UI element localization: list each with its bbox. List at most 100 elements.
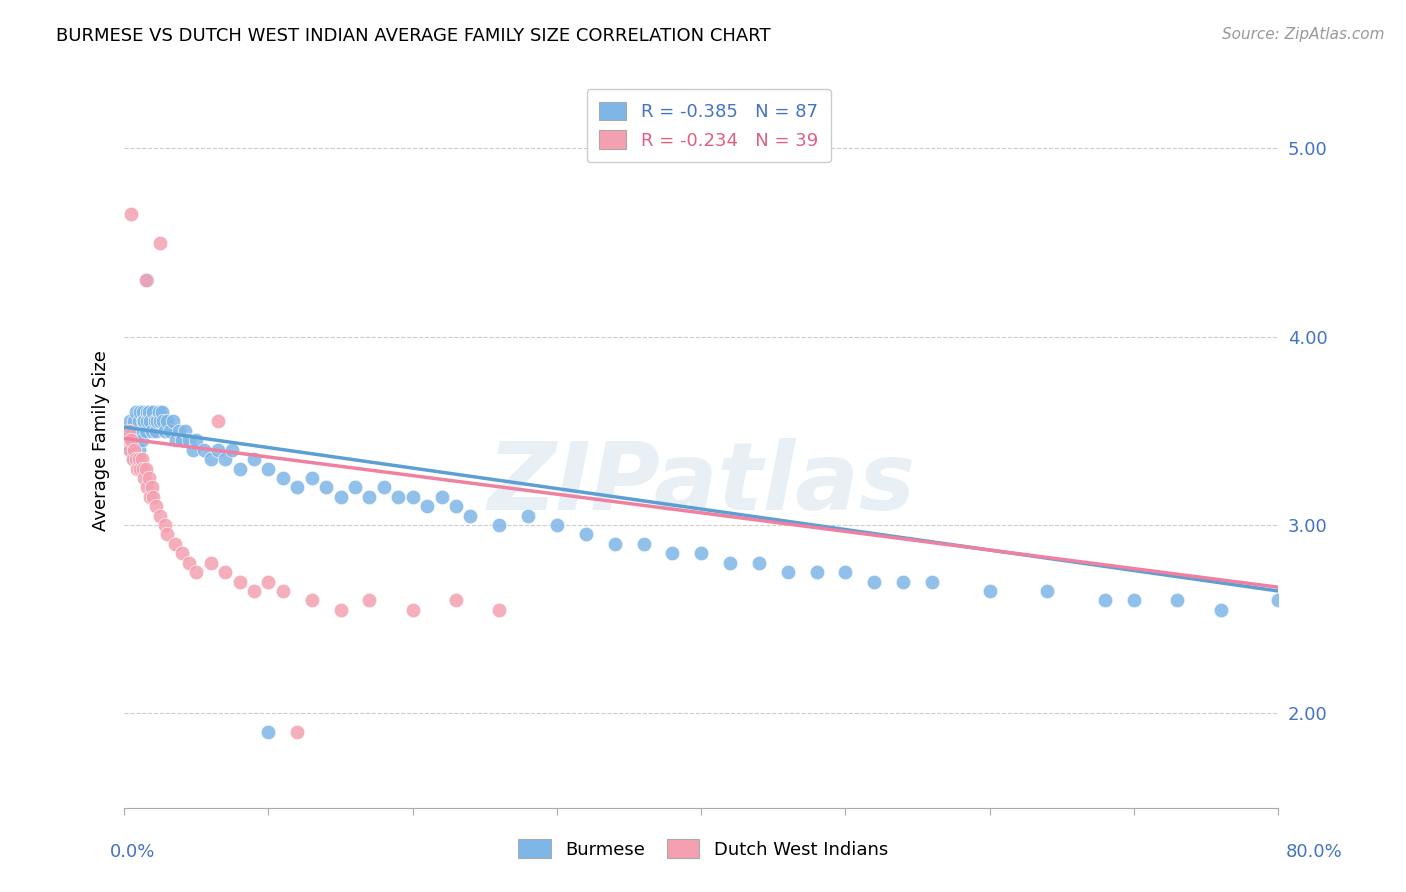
Point xyxy=(125,405,148,419)
Point xyxy=(135,273,157,287)
Point xyxy=(173,424,195,438)
Point xyxy=(134,471,156,485)
Point xyxy=(1123,593,1146,607)
Point xyxy=(131,452,153,467)
Point xyxy=(179,556,201,570)
Point xyxy=(141,424,163,438)
Point xyxy=(488,603,510,617)
Point xyxy=(257,574,280,589)
Point xyxy=(136,273,159,287)
Point xyxy=(115,434,138,448)
Point xyxy=(122,424,145,438)
Point xyxy=(402,490,425,504)
Point xyxy=(122,452,145,467)
Point xyxy=(115,424,138,438)
Point xyxy=(285,480,308,494)
Point xyxy=(979,584,1001,599)
Point xyxy=(131,434,153,448)
Point xyxy=(1094,593,1116,607)
Point xyxy=(271,584,294,599)
Point xyxy=(136,414,159,428)
Point xyxy=(221,442,243,457)
Point xyxy=(546,518,568,533)
Point xyxy=(132,461,155,475)
Point xyxy=(165,434,187,448)
Point xyxy=(146,414,169,428)
Point xyxy=(132,414,155,428)
Point xyxy=(120,434,142,448)
Point xyxy=(159,424,181,438)
Point xyxy=(145,500,167,514)
Point xyxy=(127,424,149,438)
Point xyxy=(162,414,184,428)
Point xyxy=(257,461,280,475)
Point xyxy=(129,405,152,419)
Point xyxy=(125,452,148,467)
Point xyxy=(128,452,150,467)
Point xyxy=(402,603,425,617)
Point xyxy=(134,414,156,428)
Legend: R = -0.385   N = 87, R = -0.234   N = 39: R = -0.385 N = 87, R = -0.234 N = 39 xyxy=(586,89,831,162)
Point xyxy=(243,452,266,467)
Point xyxy=(1209,603,1232,617)
Point xyxy=(142,405,165,419)
Text: 0.0%: 0.0% xyxy=(110,843,155,861)
Point xyxy=(315,480,337,494)
Point xyxy=(128,414,150,428)
Point xyxy=(301,593,323,607)
Point xyxy=(200,556,222,570)
Text: BURMESE VS DUTCH WEST INDIAN AVERAGE FAMILY SIZE CORRELATION CHART: BURMESE VS DUTCH WEST INDIAN AVERAGE FAM… xyxy=(56,27,770,45)
Point xyxy=(329,490,352,504)
Text: Source: ZipAtlas.com: Source: ZipAtlas.com xyxy=(1222,27,1385,42)
Point xyxy=(167,424,190,438)
Point xyxy=(575,527,598,541)
Point xyxy=(373,480,395,494)
Text: ZIPatlas: ZIPatlas xyxy=(486,438,915,531)
Point xyxy=(214,565,236,579)
Text: 80.0%: 80.0% xyxy=(1286,843,1343,861)
Point xyxy=(120,434,142,448)
Point xyxy=(124,434,146,448)
Point xyxy=(153,424,176,438)
Point xyxy=(142,490,165,504)
Point xyxy=(1166,593,1188,607)
Point xyxy=(416,500,439,514)
Point xyxy=(359,490,381,504)
Point xyxy=(891,574,914,589)
Point xyxy=(124,414,146,428)
Point xyxy=(170,434,193,448)
Point xyxy=(285,725,308,739)
Point xyxy=(132,405,155,419)
Point xyxy=(156,414,179,428)
Point xyxy=(1267,593,1289,607)
Legend: Burmese, Dutch West Indians: Burmese, Dutch West Indians xyxy=(508,829,898,870)
Point xyxy=(138,471,160,485)
Point xyxy=(806,565,828,579)
Point xyxy=(124,442,146,457)
Point xyxy=(141,480,163,494)
Point xyxy=(460,508,482,523)
Point xyxy=(748,556,770,570)
Point xyxy=(228,461,250,475)
Point xyxy=(149,414,172,428)
Point xyxy=(117,442,139,457)
Point xyxy=(129,461,152,475)
Point xyxy=(257,725,280,739)
Point xyxy=(136,480,159,494)
Point xyxy=(149,508,172,523)
Point xyxy=(148,405,170,419)
Point xyxy=(135,461,157,475)
Point xyxy=(444,500,467,514)
Point xyxy=(193,442,215,457)
Point xyxy=(718,556,741,570)
Point xyxy=(150,405,173,419)
Point xyxy=(517,508,540,523)
Point xyxy=(118,442,141,457)
Point xyxy=(122,452,145,467)
Point xyxy=(136,405,159,419)
Point xyxy=(135,424,157,438)
Point xyxy=(921,574,943,589)
Point xyxy=(120,207,142,221)
Point xyxy=(329,603,352,617)
Point xyxy=(145,424,167,438)
